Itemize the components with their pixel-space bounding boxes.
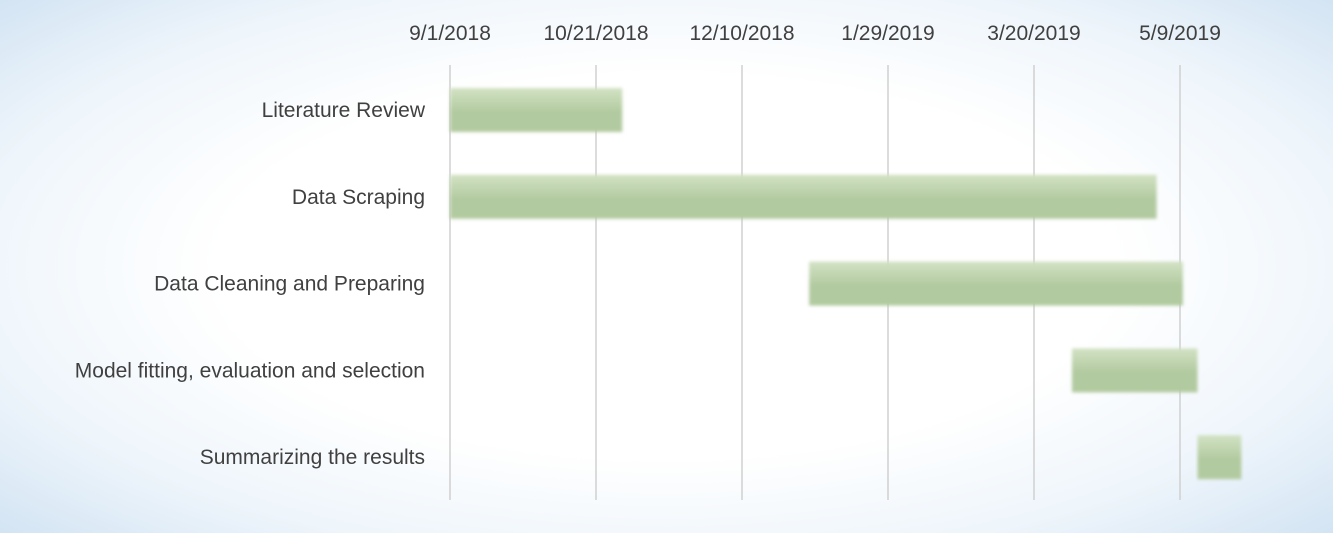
task-bar-1	[450, 174, 1157, 219]
task-bar-4	[1197, 435, 1242, 480]
x-tick-label-3: 1/29/2019	[841, 22, 934, 45]
x-tick-label-1: 10/21/2018	[543, 22, 648, 45]
x-tick-label-2: 12/10/2018	[689, 22, 794, 45]
x-axis-tick-labels: 9/1/2018 10/21/2018 12/10/2018 1/29/2019 3/2…	[409, 22, 1221, 45]
task-label-3: Model fitting, evaluation and selection	[75, 359, 425, 382]
x-tick-label-4: 3/20/2019	[987, 22, 1080, 45]
task-label-1: Data Scraping	[292, 186, 425, 209]
task-label-2: Data Cleaning and Preparing	[154, 273, 425, 296]
task-bar-2	[809, 261, 1183, 306]
task-bars	[450, 88, 1242, 480]
task-bar-0	[450, 88, 623, 132]
task-label-4: Summarizing the results	[200, 446, 425, 469]
task-bar-3	[1071, 348, 1198, 393]
task-labels: Literature Review Data Scraping Data Clean…	[75, 99, 426, 469]
x-tick-label-5: 5/9/2019	[1139, 22, 1221, 45]
task-label-0: Literature Review	[262, 99, 426, 122]
x-tick-label-0: 9/1/2018	[409, 22, 491, 45]
